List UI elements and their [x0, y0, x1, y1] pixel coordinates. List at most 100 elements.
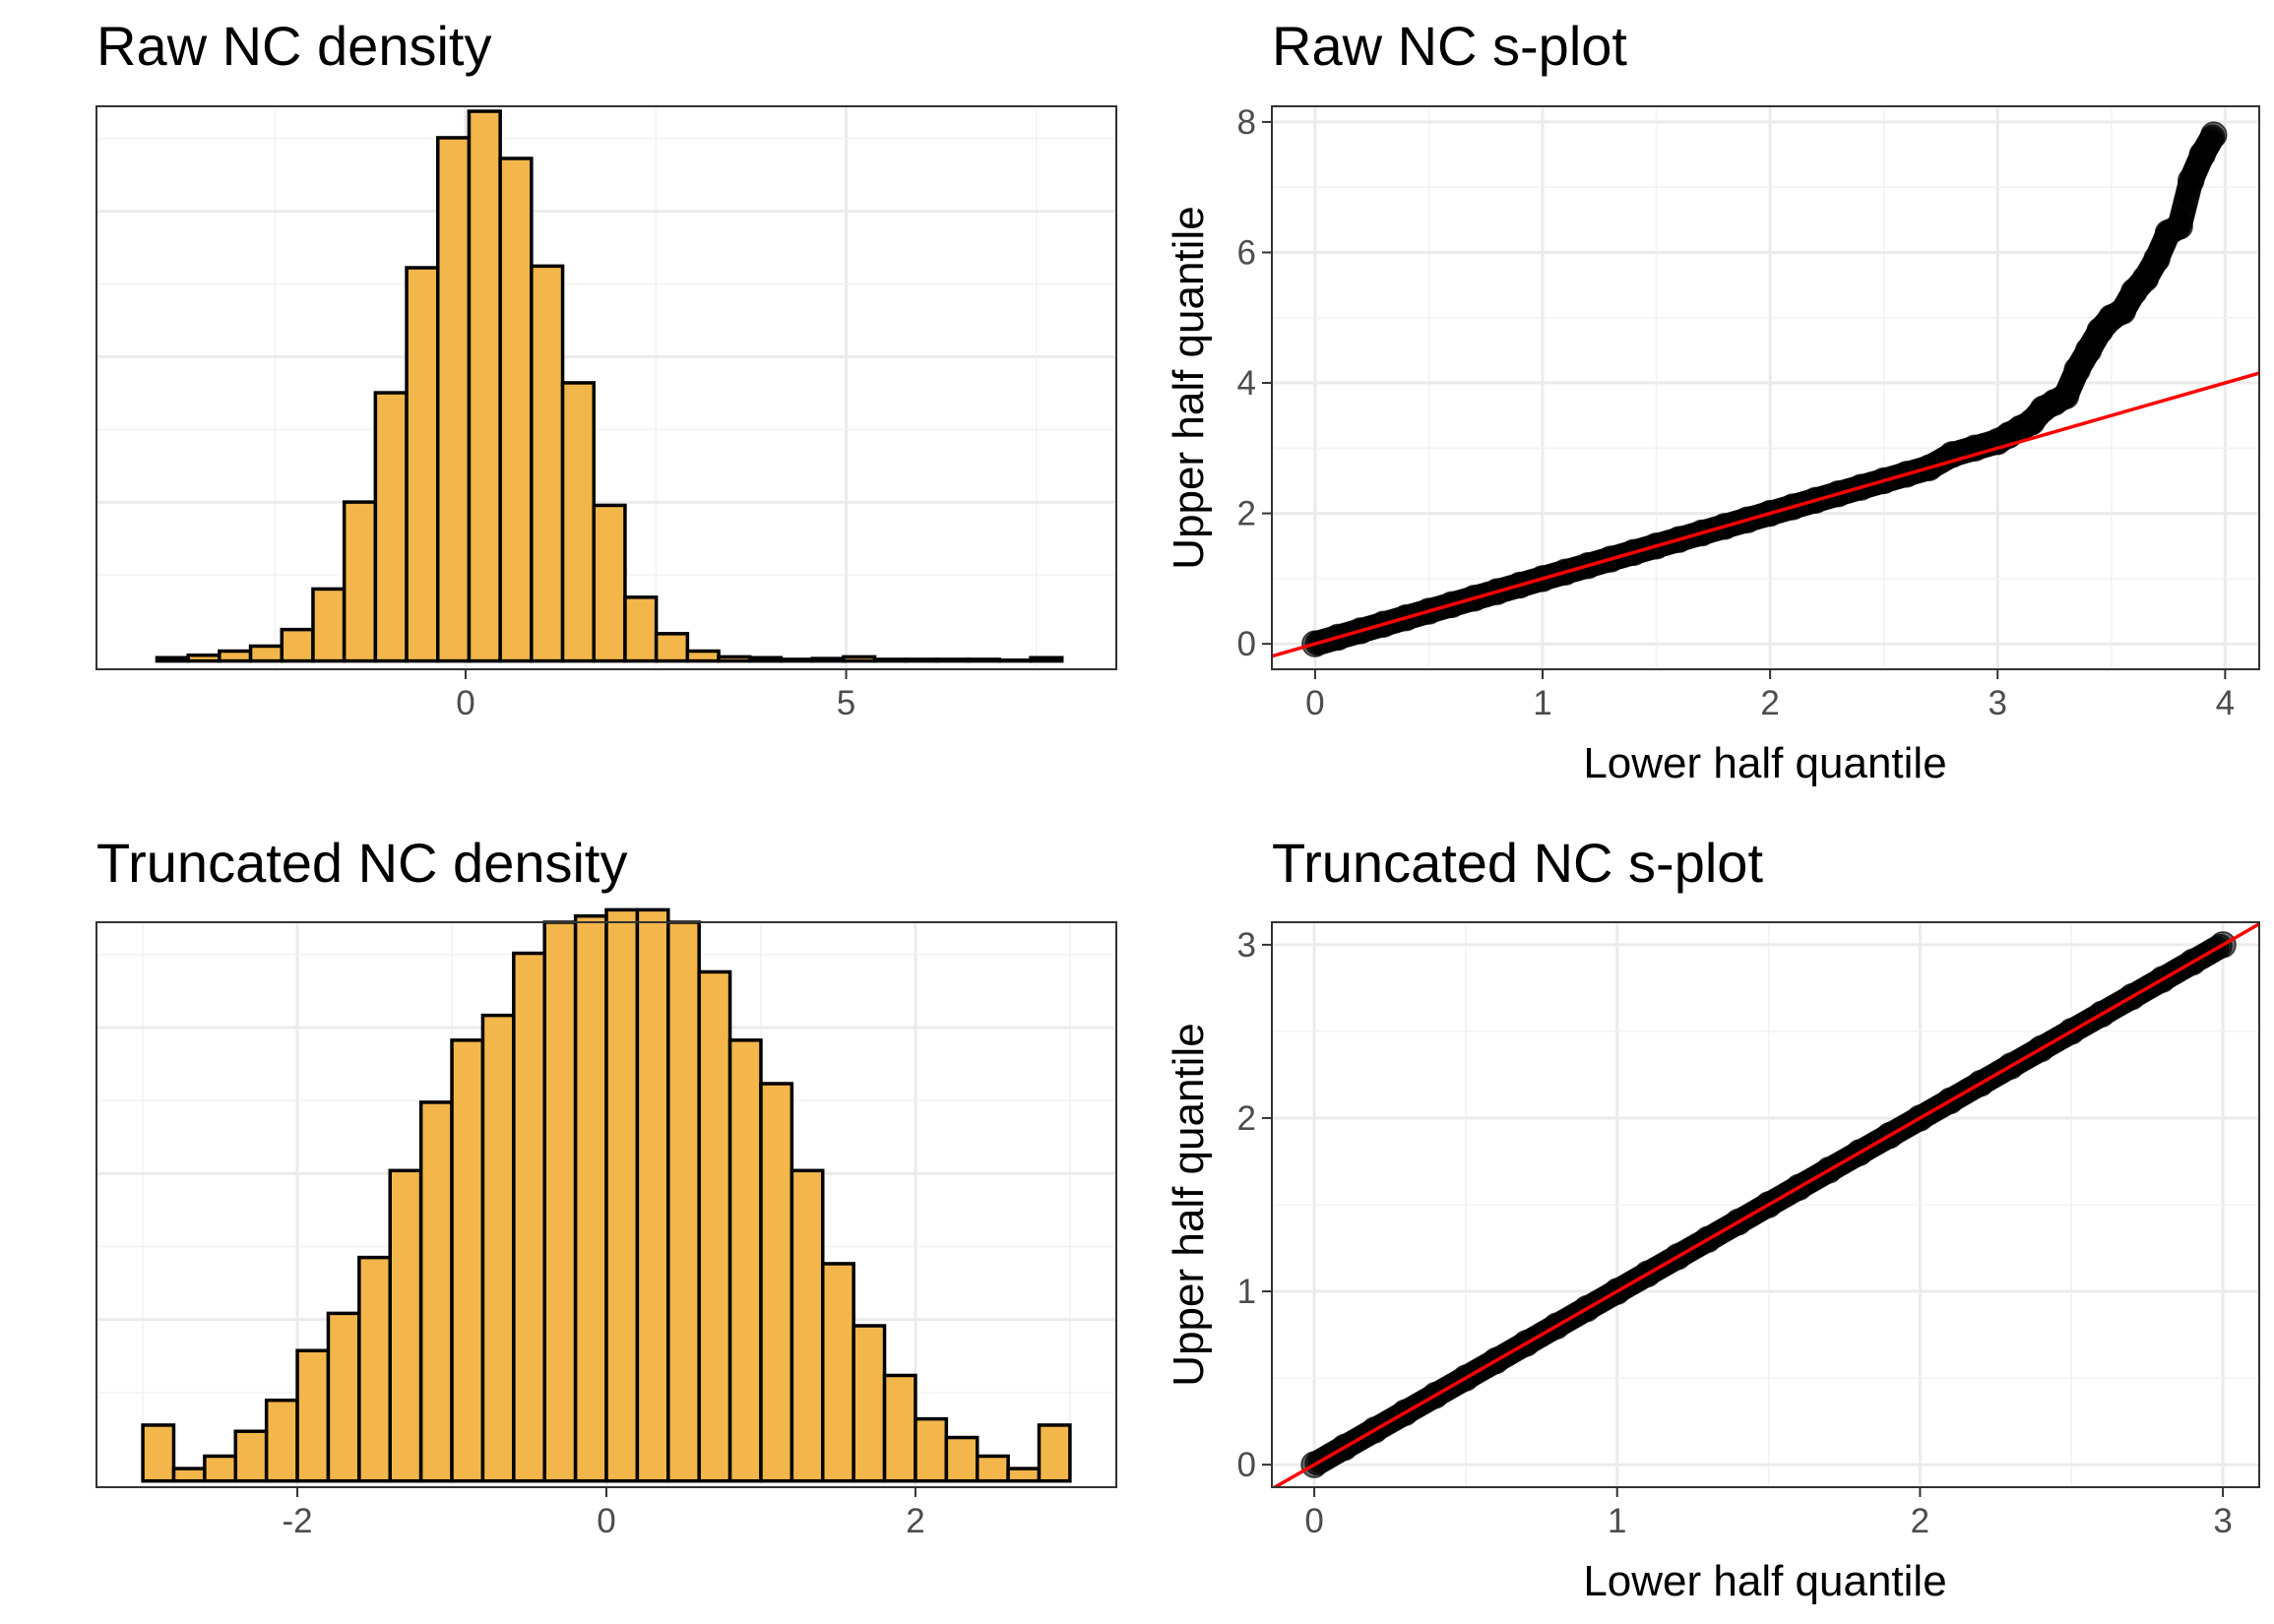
- histogram-bar: [997, 657, 1033, 663]
- raw-splot-y-axis-label: Upper half quantile: [1165, 206, 1213, 569]
- y-tick-label: 4: [1237, 364, 1256, 403]
- raw-density-title: Raw NC density: [96, 15, 491, 77]
- histogram-bar: [623, 595, 659, 663]
- histogram-bar: [171, 1467, 207, 1483]
- histogram-bar: [604, 907, 640, 1483]
- histogram-bar: [311, 587, 347, 663]
- histogram-bar: [295, 1348, 331, 1483]
- histogram-bar: [573, 913, 608, 1483]
- y-tick-label: 1: [1237, 1273, 1256, 1311]
- raw-splot-reference-line: [1272, 371, 2259, 658]
- truncated-splot-reference-line: [1272, 922, 2259, 1487]
- x-tick-label: 0: [1305, 684, 1324, 722]
- histogram-bar: [592, 503, 627, 663]
- raw-splot-points: [1301, 121, 2228, 657]
- histogram-bar: [530, 264, 565, 663]
- reference-line: [1272, 922, 2259, 1487]
- raw-density-panel-border: [95, 105, 1117, 670]
- truncated-density-title: Truncated NC density: [96, 832, 628, 894]
- histogram-bar: [280, 627, 315, 663]
- histogram-bar: [512, 951, 546, 1483]
- histogram-bar: [264, 1398, 299, 1483]
- histogram-bar: [418, 1100, 454, 1483]
- x-tick-label: 4: [2216, 684, 2235, 722]
- histogram-bar: [388, 1168, 423, 1483]
- histogram-bar: [821, 1262, 855, 1483]
- truncated-splot-ticks: 0 1 2 3 0 1 2 3: [1237, 926, 2233, 1540]
- histogram-bar: [342, 500, 378, 663]
- x-tick-label: 0: [456, 684, 474, 722]
- histogram-bar: [966, 657, 1002, 663]
- histogram-bar: [779, 657, 814, 663]
- histogram-bar: [1006, 1467, 1042, 1483]
- histogram-bar: [405, 266, 440, 663]
- raw-splot-title: Raw NC s-plot: [1272, 15, 1627, 77]
- histogram-bar: [233, 1429, 269, 1483]
- panel-truncated-density: Truncated NC density -2 0 2: [95, 832, 1117, 1540]
- y-tick-label: 8: [1237, 103, 1256, 142]
- raw-splot-panel-border: [1271, 105, 2260, 670]
- y-tick-label: 0: [1237, 1446, 1256, 1484]
- truncated-splot-y-axis-label: Upper half quantile: [1165, 1023, 1213, 1386]
- histogram-bar: [186, 653, 221, 663]
- x-tick-label: 2: [906, 1502, 924, 1540]
- histogram-bar: [203, 1454, 238, 1483]
- histogram-bar: [685, 649, 721, 663]
- reference-line: [1272, 371, 2259, 658]
- truncated-density-bars: [141, 907, 1072, 1483]
- histogram-bar: [357, 1255, 392, 1483]
- panel-raw-splot: Raw NC s-plot 0 1 2 3 4 0 2 4 6 8 Lower half quan…: [1165, 15, 2260, 787]
- histogram-bar: [326, 1311, 361, 1483]
- histogram-bar: [654, 632, 690, 663]
- histogram-bar: [1037, 1423, 1072, 1483]
- histogram-bar: [882, 1373, 917, 1483]
- histogram-bar: [635, 907, 670, 1483]
- histogram-bar: [842, 655, 877, 663]
- histogram-bar: [717, 655, 752, 663]
- histogram-bar: [373, 391, 409, 663]
- histogram-bar: [914, 1416, 949, 1483]
- x-tick-label: 3: [1988, 684, 2006, 722]
- histogram-bar: [872, 657, 908, 663]
- histogram-bar: [450, 1038, 485, 1483]
- x-tick-label: 0: [597, 1502, 615, 1540]
- truncated-splot-title: Truncated NC s-plot: [1272, 832, 1763, 894]
- raw-splot-grid: [1272, 106, 2259, 669]
- truncated-density-x-ticks: -2 0 2: [282, 1487, 925, 1540]
- histogram-bar: [498, 156, 534, 663]
- truncated-splot-panel-border: [1271, 921, 2260, 1488]
- scatter-point: [2200, 121, 2228, 149]
- x-tick-label: 0: [1304, 1502, 1323, 1540]
- histogram-bar: [480, 1013, 516, 1483]
- histogram-bar: [727, 1038, 763, 1483]
- x-tick-label: -2: [282, 1502, 312, 1540]
- raw-density-bars: [155, 109, 1064, 663]
- histogram-bar: [790, 1168, 825, 1483]
- histogram-bar: [248, 644, 284, 663]
- histogram-bar: [155, 656, 190, 663]
- histogram-bar: [852, 1324, 887, 1483]
- histogram-bar: [1029, 656, 1064, 663]
- histogram-bar: [810, 656, 846, 663]
- x-tick-label: 2: [1760, 684, 1779, 722]
- raw-splot-ticks: 0 1 2 3 4 0 2 4 6 8: [1237, 103, 2236, 722]
- x-tick-label: 1: [1608, 1502, 1626, 1540]
- histogram-bar: [141, 1423, 176, 1483]
- x-tick-label: 2: [1911, 1502, 1929, 1540]
- histogram-bar: [467, 109, 502, 663]
- histogram-bar: [975, 1454, 1010, 1483]
- y-tick-label: 6: [1237, 233, 1256, 272]
- x-tick-label: 3: [2213, 1502, 2232, 1540]
- panel-truncated-splot: Truncated NC s-plot 0 1 2 3 0 1 2 3 Lower half …: [1165, 832, 2260, 1605]
- x-tick-label: 5: [837, 684, 855, 722]
- x-tick-label: 1: [1533, 684, 1551, 722]
- raw-splot-x-axis-label: Lower half quantile: [1583, 739, 1946, 787]
- histogram-bar: [759, 1082, 794, 1483]
- histogram-bar: [904, 657, 939, 663]
- y-tick-label: 2: [1237, 1099, 1256, 1138]
- y-tick-label: 0: [1237, 625, 1256, 663]
- histogram-bar: [436, 136, 472, 663]
